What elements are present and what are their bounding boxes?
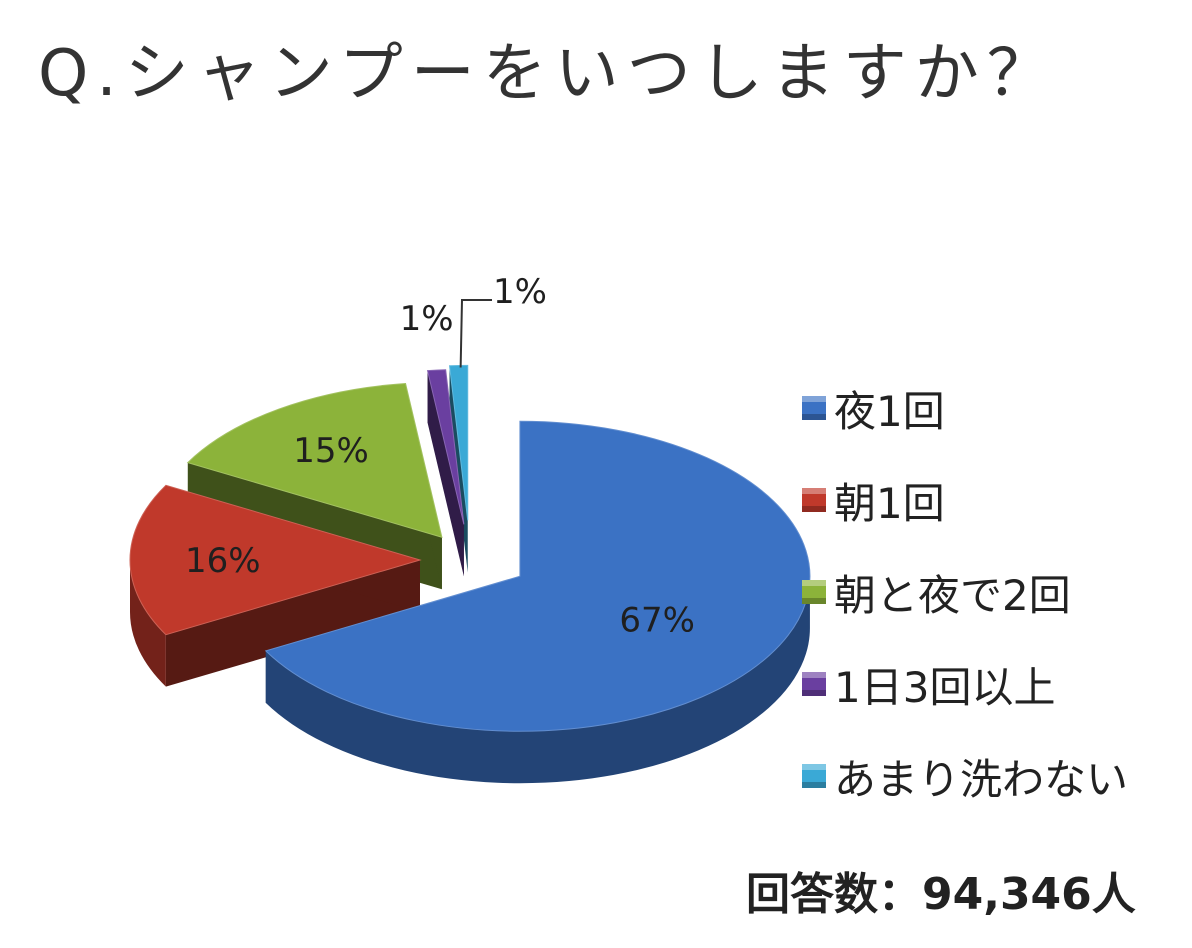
legend-label: 朝と夜で2回 (834, 570, 1071, 620)
data-label-0: 67% (619, 601, 695, 641)
legend-item-night-once: 夜1回 (802, 362, 1128, 454)
legend-item-morning-once: 朝1回 (802, 454, 1128, 546)
legend-item-three-or-more: 1日3回以上 (802, 638, 1128, 730)
legend-swatch (802, 764, 826, 788)
legend-swatch (802, 580, 826, 604)
legend-swatch (802, 672, 826, 696)
legend-label: 1日3回以上 (834, 662, 1056, 712)
legend-swatch (802, 396, 826, 420)
data-label-2: 15% (293, 431, 369, 471)
chart-legend: 夜1回 朝1回 朝と夜で2回 1日3回以上 あまり洗わない (802, 362, 1128, 822)
legend-item-rarely: あまり洗わない (802, 730, 1128, 822)
leader-line (459, 299, 492, 368)
chart-title: Q.シャンプーをいつしますか？ (38, 37, 1059, 111)
pie-slice-0 (264, 420, 811, 784)
data-label-1: 16% (185, 541, 261, 581)
respondent-count: 回答数：94,346人 (746, 869, 1136, 920)
legend-label: 朝1回 (834, 478, 945, 528)
pie-slice-1 (129, 484, 422, 687)
legend-label: あまり洗わない (834, 754, 1129, 804)
data-label-4: 1% (493, 272, 547, 312)
data-label-3: 1% (400, 299, 454, 339)
legend-label: 夜1回 (834, 386, 945, 436)
legend-swatch (802, 488, 826, 512)
pie-slice-3 (426, 369, 465, 577)
legend-item-twice-daily: 朝と夜で2回 (802, 546, 1128, 638)
